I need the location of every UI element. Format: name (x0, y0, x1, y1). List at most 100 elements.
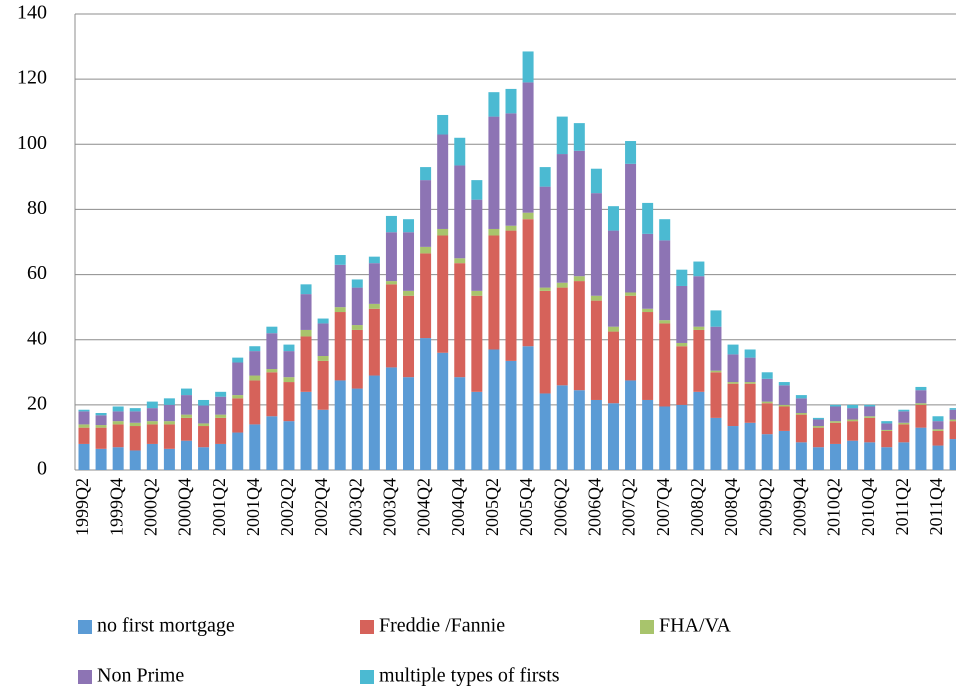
bar-segment (403, 232, 415, 291)
bar-segment (266, 333, 278, 370)
bar-segment (112, 447, 124, 470)
x-tick-label: 2000Q4 (175, 478, 195, 536)
x-tick-label: 2006Q4 (585, 478, 605, 536)
bar-segment (761, 401, 773, 404)
bar-segment (915, 386, 927, 391)
bar-segment (505, 88, 517, 114)
bar-segment (454, 377, 466, 470)
bar-segment (659, 323, 671, 407)
legend-label: Freddie /Fannie (379, 615, 505, 637)
x-tick-label: 2000Q2 (140, 478, 160, 536)
bar-segment (812, 417, 824, 420)
bar-segment (95, 413, 107, 416)
bar-segment (778, 382, 790, 386)
bar-segment (881, 430, 893, 448)
bar-segment (778, 385, 790, 405)
bar-segment (830, 421, 842, 423)
legend-swatch (360, 670, 374, 684)
bar-segment (847, 440, 859, 470)
bar-segment (317, 360, 329, 410)
bar-segment (368, 375, 380, 470)
bar-segment (710, 417, 722, 470)
bar-segment (676, 342, 688, 347)
bar-segment (778, 406, 790, 431)
bar-segment (232, 398, 244, 433)
bar-segment (351, 388, 363, 470)
bar-segment (607, 331, 619, 404)
bar-segment (129, 426, 141, 451)
bar-segment (539, 186, 551, 288)
bar-segment (693, 261, 705, 277)
bar-segment (78, 443, 90, 470)
bar-segment (385, 284, 397, 368)
bar-segment (488, 349, 500, 470)
bar-segment (642, 312, 654, 400)
legend-label: no first mortgage (97, 615, 235, 637)
bar-segment (488, 228, 500, 236)
bar-segment (556, 385, 568, 470)
y-tick-label: 120 (17, 67, 47, 89)
x-tick-label: 2007Q2 (619, 478, 639, 536)
bar-segment (215, 443, 227, 470)
x-tick-label: 2010Q2 (824, 478, 844, 536)
bar-segment (129, 450, 141, 470)
bar-segment (505, 225, 517, 231)
bar-segment (881, 423, 893, 430)
bar-segment (334, 264, 346, 308)
bar-segment (249, 380, 261, 425)
bar-segment (932, 430, 944, 446)
bar-segment (659, 219, 671, 241)
bar-segment (949, 409, 956, 420)
bar-segment (437, 114, 449, 135)
bar-segment (300, 391, 312, 470)
bar-segment (693, 391, 705, 470)
bar-segment (710, 372, 722, 418)
bar-segment (573, 281, 585, 391)
bar-segment (676, 346, 688, 405)
bar-segment (78, 427, 90, 444)
x-tick-label: 1999Q2 (72, 478, 92, 536)
bar-segment (881, 447, 893, 470)
bar-segment (95, 427, 107, 449)
bar-segment (932, 421, 944, 430)
bar-segment (283, 421, 295, 470)
bar-segment (881, 429, 893, 431)
legend-label: Non Prime (97, 665, 184, 687)
bar-segment (385, 232, 397, 282)
bar-segment (437, 352, 449, 470)
bar-segment (215, 391, 227, 397)
bar-segment (625, 380, 637, 470)
bar-segment (180, 417, 192, 441)
bar-segment (146, 421, 158, 425)
bar-segment (334, 312, 346, 381)
bar-segment (607, 206, 619, 231)
bar-segment (232, 362, 244, 396)
bar-segment (693, 326, 705, 330)
bar-segment (249, 351, 261, 376)
bar-segment (864, 404, 876, 407)
bar-segment (198, 423, 210, 427)
bar-segment (368, 263, 380, 304)
bar-segment (368, 308, 380, 376)
bar-segment (864, 406, 876, 417)
bar-segment (334, 380, 346, 470)
bar-segment (795, 413, 807, 415)
bar-segment (556, 287, 568, 386)
x-tick-label: 2005Q2 (482, 478, 502, 536)
bar-segment (78, 411, 90, 425)
bar-segment (573, 276, 585, 282)
bar-segment (761, 372, 773, 379)
bar-segment (539, 167, 551, 187)
x-tick-label: 2010Q4 (858, 478, 878, 536)
legend-swatch (78, 620, 92, 634)
bar-segment (761, 378, 773, 402)
legend-swatch (360, 620, 374, 634)
bar-segment (129, 408, 141, 412)
bar-segment (744, 357, 756, 383)
bar-segment (539, 287, 551, 291)
bar-segment (403, 219, 415, 233)
bar-segment (830, 422, 842, 444)
bar-segment (266, 326, 278, 334)
bar-segment (488, 235, 500, 350)
